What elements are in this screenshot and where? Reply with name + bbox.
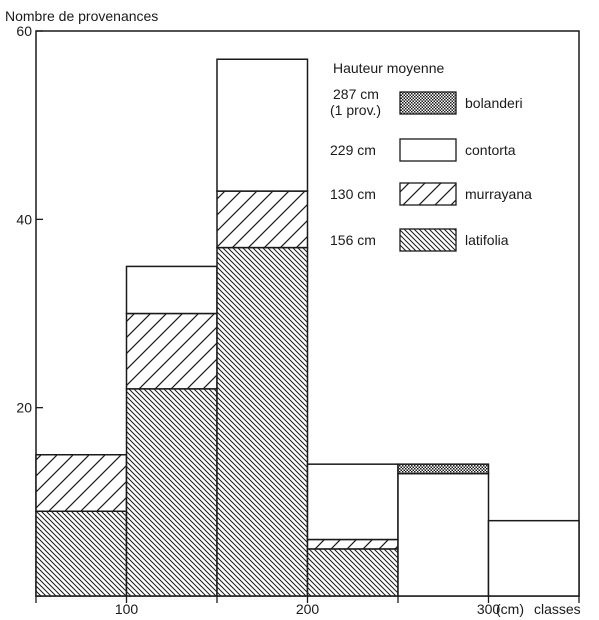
bar-segment-contorta bbox=[306, 463, 399, 541]
bar-segment-bolanderi bbox=[397, 463, 490, 475]
legend-label-murrayana: murrayana bbox=[465, 186, 532, 202]
x-axis: 100 200 300 bbox=[35, 596, 580, 617]
legend-swatch-latifolia bbox=[399, 228, 457, 252]
legend: Hauteur moyenne 287 cm(1 prov.) bolanderi… bbox=[330, 60, 532, 252]
y-tick-label: 20 bbox=[16, 400, 32, 416]
bar-segment-murrayana bbox=[125, 312, 218, 390]
bar-segment-contorta bbox=[397, 472, 490, 597]
bar-segment-contorta bbox=[216, 58, 309, 192]
bar-segment-murrayana bbox=[306, 538, 399, 550]
legend-label-bolanderi: bolanderi bbox=[465, 95, 523, 111]
legend-title: Hauteur moyenne bbox=[333, 60, 445, 76]
legend-swatch-bolanderi bbox=[399, 91, 457, 115]
y-tick-label: 40 bbox=[16, 211, 32, 227]
bar-segment-contorta bbox=[125, 265, 218, 315]
legend-swatch-murrayana bbox=[399, 182, 457, 206]
bar-segment-latifolia bbox=[306, 548, 399, 597]
x-tick-label: 200 bbox=[296, 601, 320, 617]
bars-group bbox=[35, 58, 580, 597]
y-tick-label: 60 bbox=[16, 23, 32, 39]
y-axis: 20 40 60 bbox=[16, 23, 43, 597]
x-tick-label: 100 bbox=[115, 601, 139, 617]
legend-label-contorta: contorta bbox=[465, 142, 516, 158]
legend-label-latifolia: latifolia bbox=[465, 232, 509, 248]
y-axis-title: Nombre de provenances bbox=[5, 8, 158, 24]
bar-segment-contorta bbox=[487, 519, 580, 597]
bar-segment-latifolia bbox=[125, 388, 218, 597]
legend-swatch-contorta bbox=[399, 138, 457, 162]
legend-mean-height: 130 cm bbox=[330, 186, 376, 202]
bar-segment-latifolia bbox=[35, 510, 128, 597]
legend-mean-height: 229 cm bbox=[330, 142, 376, 158]
legend-mean-height-note: (1 prov.) bbox=[330, 102, 381, 118]
bar-segment-latifolia bbox=[216, 246, 309, 597]
x-axis-title: classes bbox=[534, 601, 581, 617]
legend-mean-height: 287 cm bbox=[333, 86, 379, 102]
x-tick-label: 300 bbox=[477, 601, 501, 617]
bar-segment-murrayana bbox=[216, 190, 309, 249]
legend-mean-height: 156 cm bbox=[330, 232, 376, 248]
bar-segment-murrayana bbox=[35, 454, 128, 512]
x-axis-unit: (cm) bbox=[496, 601, 524, 617]
